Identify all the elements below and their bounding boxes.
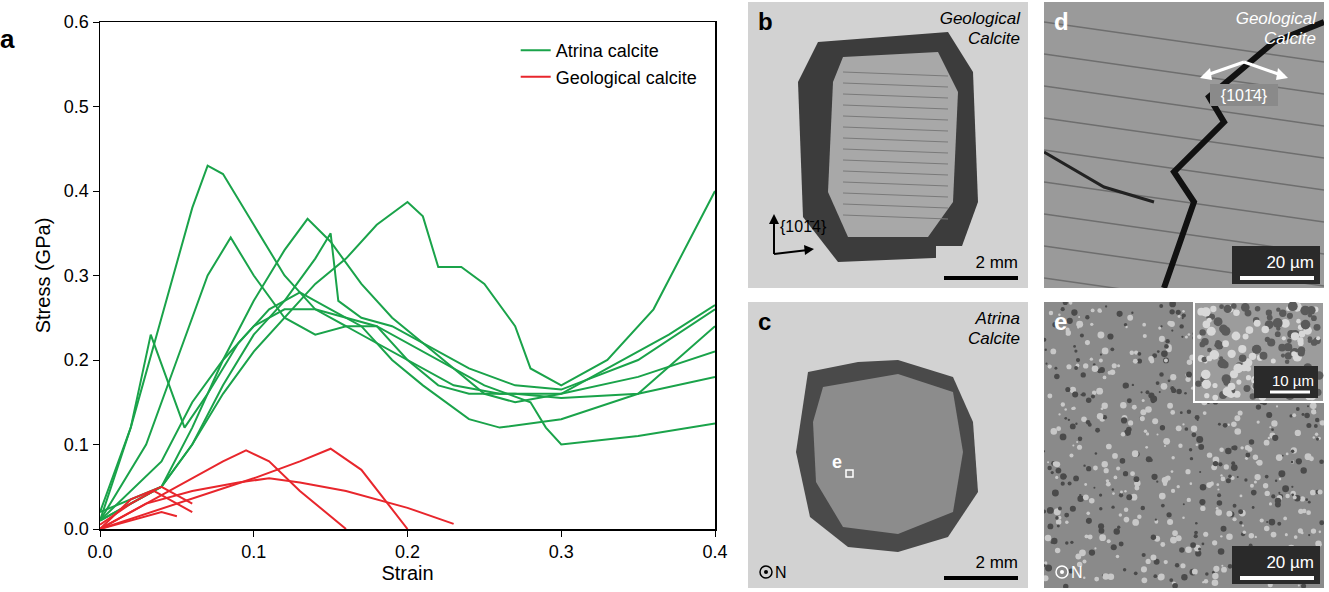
svg-text:0.1: 0.1 [241, 542, 266, 562]
svg-text:0.6: 0.6 [64, 12, 89, 32]
svg-text:Atrina: Atrina [975, 309, 1020, 328]
svg-text:2 mm: 2 mm [976, 553, 1019, 572]
svg-text:e: e [832, 452, 842, 472]
svg-text:0.2: 0.2 [64, 350, 89, 370]
svg-text:{101̄4}: {101̄4} [780, 218, 827, 235]
svg-text:Stress (GPa): Stress (GPa) [32, 218, 54, 334]
svg-text:c: c [758, 308, 771, 335]
svg-text:0.0: 0.0 [87, 542, 112, 562]
svg-text:0.4: 0.4 [64, 181, 89, 201]
svg-text:Geological: Geological [1236, 9, 1318, 28]
svg-text:a: a [0, 24, 15, 54]
svg-text:N: N [1071, 564, 1083, 581]
svg-text:{101̄4}: {101̄4} [1221, 87, 1268, 104]
svg-text:Calcite: Calcite [968, 29, 1020, 48]
svg-text:0.1: 0.1 [64, 435, 89, 455]
svg-text:Atrina calcite: Atrina calcite [556, 41, 659, 61]
svg-text:N: N [775, 564, 787, 581]
svg-text:20 µm: 20 µm [1266, 253, 1314, 272]
svg-text:Calcite: Calcite [1264, 29, 1316, 48]
svg-text:0.2: 0.2 [395, 542, 420, 562]
svg-text:Strain: Strain [381, 562, 433, 584]
svg-text:10 µm: 10 µm [1272, 372, 1314, 389]
svg-text:2 mm: 2 mm [976, 253, 1019, 272]
svg-text:Geological calcite: Geological calcite [556, 68, 697, 88]
svg-text:0.4: 0.4 [702, 542, 727, 562]
svg-text:0.3: 0.3 [64, 266, 89, 286]
svg-text:Geological: Geological [940, 9, 1022, 28]
svg-text:0.3: 0.3 [549, 542, 574, 562]
svg-text:20 µm: 20 µm [1266, 553, 1314, 572]
svg-text:d: d [1054, 8, 1069, 35]
svg-text:b: b [758, 8, 773, 35]
svg-text:0.0: 0.0 [64, 519, 89, 539]
svg-text:e: e [1054, 308, 1067, 335]
svg-text:Calcite: Calcite [968, 329, 1020, 348]
svg-text:0.5: 0.5 [64, 97, 89, 117]
